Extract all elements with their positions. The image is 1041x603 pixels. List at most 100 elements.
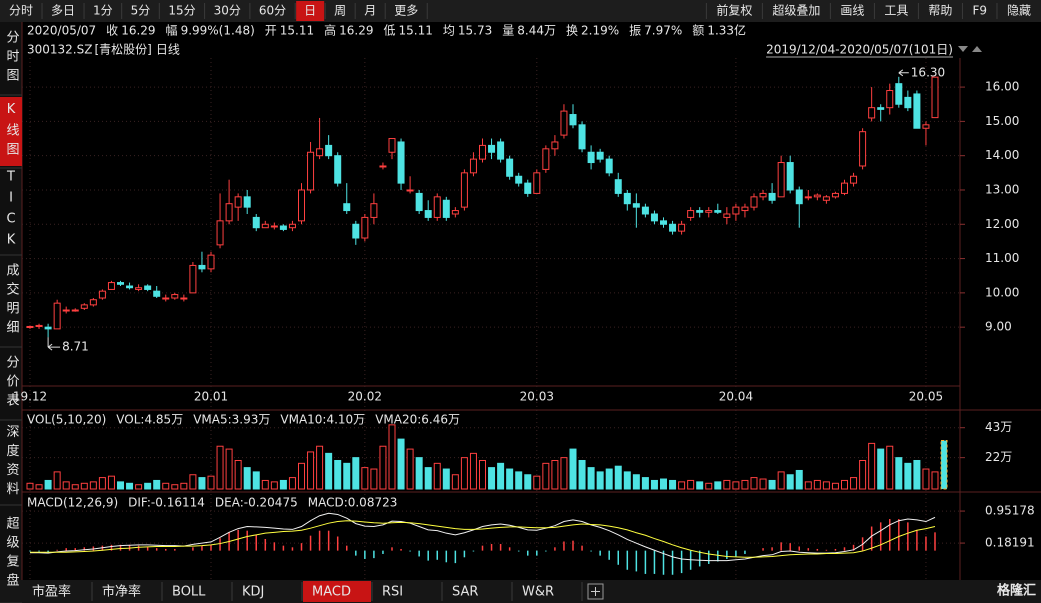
bottom-tab[interactable]: KDJ — [242, 585, 264, 600]
volume-bar — [669, 479, 677, 490]
toolbar-button[interactable]: 30分 — [214, 4, 241, 18]
candle-body — [488, 144, 496, 153]
volume-bar — [370, 468, 378, 490]
toolbar-button[interactable]: 日 — [304, 4, 316, 18]
volume-bar — [687, 479, 695, 490]
toolbar-button[interactable]: 工具 — [884, 4, 908, 18]
toolbar-button[interactable]: 多日 — [51, 4, 75, 18]
quote-value: 9.99%(1.48) — [181, 24, 255, 38]
toolbar-button[interactable]: 60分 — [259, 4, 286, 18]
volume-bar — [479, 459, 486, 490]
bottom-tab[interactable]: RSI — [382, 585, 403, 600]
candle-body — [777, 162, 785, 198]
volume-bar — [841, 479, 848, 490]
bottom-tab[interactable]: 市净率 — [102, 584, 141, 600]
toolbar-button[interactable]: 分时 — [9, 4, 33, 18]
candle-body — [279, 225, 287, 230]
volume-bar — [524, 474, 532, 490]
candle-body — [225, 203, 233, 222]
volume-bar — [388, 424, 396, 490]
toolbar-button[interactable]: 5分 — [131, 4, 151, 18]
date-range[interactable]: 2019/12/04-2020/05/07(101日) — [766, 43, 953, 57]
candle-body — [678, 223, 686, 232]
candle-body — [153, 290, 161, 297]
candle-body — [768, 192, 776, 201]
volume-bar — [551, 459, 559, 490]
toolbar-button[interactable]: 隐藏 — [1007, 4, 1031, 18]
x-tick-label: 20.02 — [348, 390, 382, 404]
candle-body — [551, 141, 559, 150]
candle-body — [261, 223, 269, 229]
quote-label: 量 — [502, 24, 514, 38]
volume-bar — [225, 448, 233, 490]
legend-item: MACD(12,26,9) — [27, 496, 118, 510]
tab-active — [303, 581, 371, 602]
candle-body — [804, 196, 812, 199]
volume-bar — [26, 482, 34, 490]
candle-body — [841, 182, 848, 194]
volume-bar — [460, 457, 468, 490]
volume-bar — [162, 482, 170, 490]
bottom-tab[interactable]: W&R — [522, 585, 554, 600]
bottom-tab[interactable]: BOLL — [172, 585, 206, 600]
toolbar-button[interactable]: F9 — [972, 4, 987, 18]
add-tab[interactable] — [587, 583, 604, 600]
volume-bar — [325, 452, 333, 490]
toolbar-button[interactable]: 1分 — [93, 4, 113, 18]
candle-body — [705, 210, 713, 213]
toolbar-button[interactable]: 更多 — [394, 4, 418, 18]
quote-value: 15.11 — [280, 24, 314, 38]
x-tick-label: 20.01 — [194, 390, 228, 404]
toolbar-button[interactable]: 周 — [334, 4, 346, 18]
volume-bar — [252, 471, 260, 490]
volume-bar — [189, 474, 197, 490]
sidebar-tab[interactable]: 深度资料 — [4, 425, 20, 501]
candle-body — [660, 220, 667, 225]
sidebar-tab[interactable]: TICK — [4, 170, 19, 254]
volume-bar — [288, 477, 296, 490]
volume-bar — [895, 457, 903, 490]
bottom-tab[interactable]: MACD — [312, 585, 351, 600]
candle-body — [198, 264, 206, 270]
candle-body — [560, 110, 568, 136]
sidebar-tab[interactable]: 成交明细 — [4, 263, 20, 339]
sidebar-tab[interactable]: K线图 — [4, 102, 20, 161]
volume-bar — [415, 457, 423, 490]
quote-value: 7.97% — [644, 24, 682, 38]
sidebar-tab[interactable]: 超级复盘 — [4, 516, 20, 592]
volume-bar — [795, 469, 803, 490]
sidebar-tab[interactable]: 分时图 — [4, 30, 20, 87]
candle-body — [922, 124, 930, 129]
bottom-tab[interactable]: 市盈率 — [32, 584, 71, 600]
toolbar-button[interactable]: 月 — [364, 4, 376, 18]
toolbar-button[interactable]: 帮助 — [928, 4, 952, 18]
candle-body — [126, 285, 134, 289]
candle-body — [107, 282, 115, 290]
bottom-tab[interactable]: SAR — [452, 585, 478, 600]
candle-body — [288, 223, 296, 229]
volume-bar — [515, 471, 523, 490]
quote-label: 换 — [566, 24, 578, 38]
volume-bar — [614, 465, 622, 490]
candle-body — [497, 141, 505, 160]
volume-bar — [424, 467, 432, 490]
candle-body — [189, 264, 197, 294]
volume-bar — [533, 475, 541, 490]
candle-body — [379, 165, 387, 168]
candle-body — [886, 90, 894, 109]
toolbar-button[interactable]: 15分 — [168, 4, 195, 18]
y-tick-label: 22万 — [985, 450, 1012, 464]
volume-bar — [922, 468, 930, 490]
candle-body — [117, 282, 124, 285]
volume-bar — [53, 471, 61, 490]
y-tick-label: 16.00 — [985, 80, 1019, 94]
sidebar-tab[interactable]: 分价表 — [4, 355, 20, 412]
toolbar-button[interactable]: 前复权 — [716, 3, 752, 18]
candle-body — [868, 107, 876, 119]
toolbar-button[interactable]: 画线 — [840, 4, 864, 18]
toolbar-button[interactable]: 超级叠加 — [772, 3, 820, 18]
volume-bar — [261, 479, 269, 490]
candle-body — [415, 192, 423, 212]
candle-body — [234, 196, 242, 208]
legend-item: VOL(5,10,20) — [27, 413, 106, 427]
